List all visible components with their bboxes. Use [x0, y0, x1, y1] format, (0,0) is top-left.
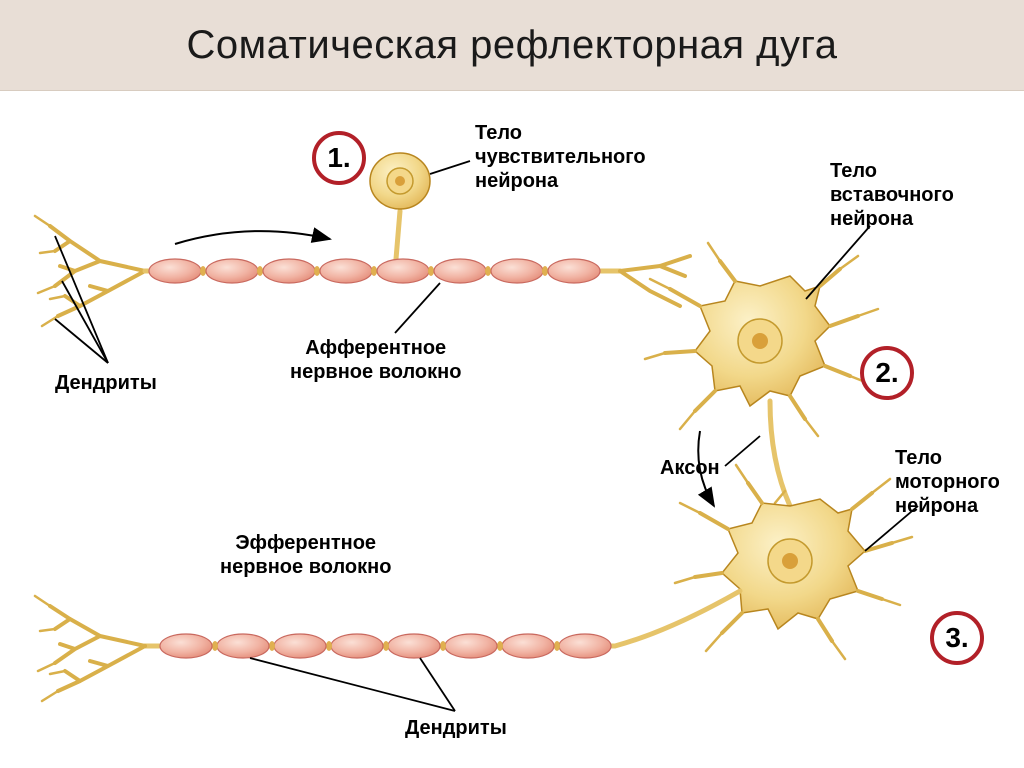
label-afferent: Афферентное нервное волокно	[290, 336, 461, 384]
label-dendrites-bottom: Дендриты	[405, 716, 507, 740]
label-efferent: Эфферентное нервное волокно	[220, 531, 391, 579]
label-interneuron-body: Тело вставочного нейрона	[830, 159, 954, 231]
sensory-dendrites	[35, 216, 145, 326]
sensory-soma	[370, 153, 430, 209]
badge-1-text: 1.	[327, 142, 350, 174]
label-dendrites-top: Дендриты	[55, 371, 157, 395]
badge-3-text: 3.	[945, 622, 968, 654]
label-sensory-body: Тело чувствительного нейрона	[475, 121, 646, 193]
page-title: Соматическая рефлекторная дуга	[187, 23, 838, 68]
label-motor-body: Тело моторного нейрона	[895, 446, 1000, 518]
efferent-fiber	[145, 591, 740, 658]
afferent-fiber	[145, 211, 690, 306]
motor-soma	[675, 465, 912, 659]
title-bar: Соматическая рефлекторная дуга	[0, 0, 1024, 91]
diagram-area: 1. 2. 3. Тело чувствительного нейрона Те…	[0, 91, 1024, 768]
interneuron-axon	[770, 401, 802, 511]
label-axon: Аксон	[660, 456, 720, 480]
badge-2: 2.	[860, 346, 914, 400]
motor-terminals	[35, 596, 145, 701]
badge-3: 3.	[930, 611, 984, 665]
badge-1: 1.	[312, 131, 366, 185]
badge-2-text: 2.	[875, 357, 898, 389]
